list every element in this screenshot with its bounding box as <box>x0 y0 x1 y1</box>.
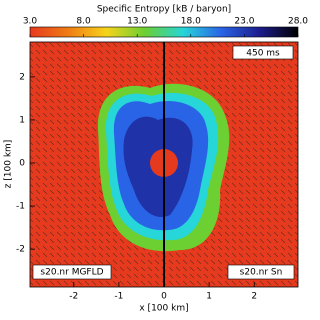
annotation-box <box>232 45 294 60</box>
model-label: s20.nr Sn <box>240 268 283 278</box>
y-tick-label: 0 <box>19 158 25 168</box>
x-tick-label: -1 <box>114 292 123 302</box>
annotation-box <box>32 264 112 280</box>
colorbar-tick-label: 28.0 <box>288 17 308 27</box>
x-axis-label: x [100 km] <box>139 304 188 314</box>
annotation-box <box>227 264 295 280</box>
chart: Specific Entropy [kB / baryon] 450 ms s2… <box>4 5 309 314</box>
y-tick-label: -2 <box>16 245 25 255</box>
y-tick-label: 2 <box>19 72 25 82</box>
x-tick-label: 0 <box>161 292 167 302</box>
x-tick-label: -2 <box>69 292 78 302</box>
colorbar <box>29 26 299 38</box>
colorbar-tick-label: 3.0 <box>23 17 38 27</box>
model-label: s20.nr MGFLD <box>40 268 103 278</box>
x-tick-label: 2 <box>251 292 257 302</box>
time-label: 450 ms <box>246 49 280 59</box>
y-tick-label: -1 <box>16 202 25 212</box>
colorbar-tick-label: 23.0 <box>234 17 254 27</box>
y-axis-label: z [100 km] <box>4 140 14 189</box>
x-tick-label: 1 <box>206 292 212 302</box>
chart-title: Specific Entropy [kB / baryon] <box>97 5 231 15</box>
colorbar-tick-label: 8.0 <box>76 17 91 27</box>
colorbar-tick-label: 18.0 <box>181 17 201 27</box>
colorbar-tick-label: 13.0 <box>127 17 147 27</box>
y-tick-label: 1 <box>19 115 25 125</box>
